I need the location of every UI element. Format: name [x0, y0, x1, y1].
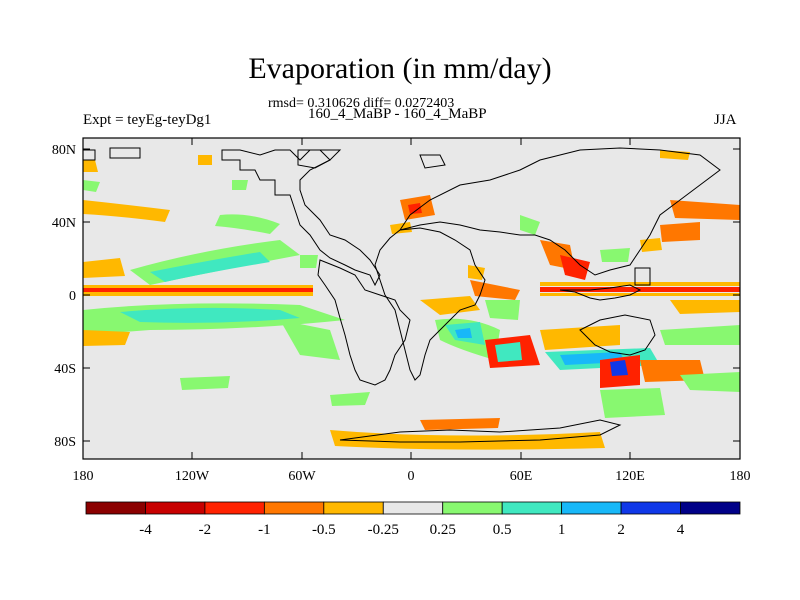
stats-subtitle: rmsd= 0.310626 diff= 0.0272403: [268, 96, 455, 111]
lon-label-180-right: 180: [730, 469, 751, 484]
colorbar-swatch: [442, 501, 503, 515]
experiment-label: Expt = teyEg-teyDg1: [83, 112, 212, 128]
coastlines: [82, 147, 721, 443]
lat-label-40s: 40S: [54, 362, 76, 377]
colorbar-label: 4: [677, 522, 685, 538]
colorbar-label: -2: [199, 522, 212, 538]
colorbar-labels: -4 -2 -1 -0.5 -0.25 0.25 0.5 1 2 4: [139, 522, 685, 538]
lat-label-0: 0: [69, 289, 76, 304]
runs-subtitle: 160_4_MaBP - 160_4_MaBP: [308, 106, 487, 122]
colorbar-label: -0.25: [368, 522, 399, 538]
colorbar-swatch: [382, 501, 444, 515]
map-title: Evaporation (in mm/day): [248, 52, 552, 85]
lat-label-40n: 40N: [52, 216, 76, 231]
colorbar-swatch: [85, 501, 146, 515]
colorbar-label: 1: [558, 522, 566, 538]
colorbar-swatch: [204, 501, 265, 515]
lon-ticks: [82, 138, 631, 459]
lon-label-120w: 120W: [175, 469, 210, 484]
colorbar: [85, 501, 741, 515]
colorbar-swatch: [620, 501, 681, 515]
colorbar-label: 0.25: [430, 522, 456, 538]
colorbar-swatch: [323, 501, 384, 515]
lat-label-80n: 80N: [52, 143, 76, 158]
lat-label-80s: 80S: [54, 435, 76, 450]
lon-label-120e: 120E: [615, 469, 645, 484]
colorbar-swatch: [501, 501, 563, 515]
colorbar-swatch: [263, 501, 325, 515]
lon-label-0: 0: [408, 469, 415, 484]
colorbar-swatch: [561, 501, 622, 515]
colorbar-label: -4: [139, 522, 152, 538]
anomaly-fields: [83, 150, 740, 450]
lon-label-60w: 60W: [288, 469, 316, 484]
lon-label-180-left: 180: [73, 469, 94, 484]
colorbar-swatch: [145, 501, 206, 515]
colorbar-swatch: [680, 501, 741, 515]
colorbar-label: -0.5: [312, 522, 336, 538]
colorbar-label: 2: [617, 522, 625, 538]
season-label: JJA: [714, 112, 737, 128]
colorbar-label: -1: [258, 522, 271, 538]
lat-ticks: [83, 148, 740, 442]
colorbar-label: 0.5: [493, 522, 512, 538]
lon-label-60e: 60E: [510, 469, 533, 484]
